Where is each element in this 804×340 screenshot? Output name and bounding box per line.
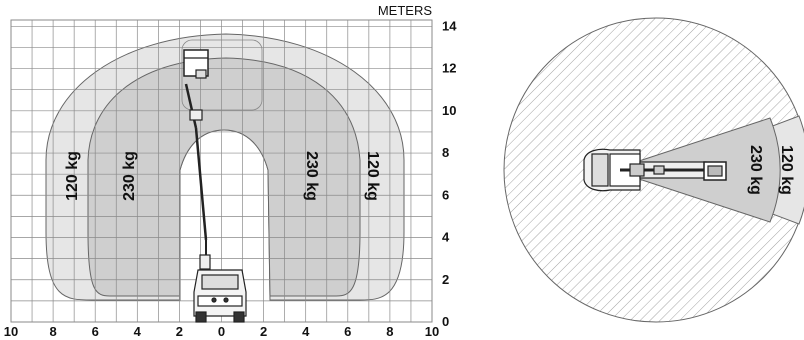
y-tick-label: 10 xyxy=(442,103,456,118)
x-tick-label: 2 xyxy=(260,324,267,339)
y-tick-label: 2 xyxy=(442,272,449,287)
aerial-platform-truck xyxy=(183,49,247,323)
side-left-outer-label: 120 kg xyxy=(64,151,81,201)
side-right-outer-label: 120 kg xyxy=(364,151,381,201)
top-view-diagram: 230 kg 120 kg xyxy=(503,17,804,323)
y-tick-label: 12 xyxy=(442,61,456,76)
x-tick-label: 8 xyxy=(49,324,56,339)
x-tick-label: 6 xyxy=(92,324,99,339)
y-tick-label: 4 xyxy=(442,230,450,245)
y-tick-label: 6 xyxy=(442,187,449,202)
y-axis-ticks: 0 2 4 6 8 10 12 14 xyxy=(442,18,457,329)
side-right-inner-label: 230 kg xyxy=(303,151,320,201)
x-tick-label: 4 xyxy=(302,324,310,339)
basket-zone-outline xyxy=(181,39,263,111)
x-tick-label: 10 xyxy=(4,324,18,339)
x-tick-label: 8 xyxy=(386,324,393,339)
y-tick-label: 0 xyxy=(442,314,449,329)
top-outer-zone-label: 120 kg xyxy=(778,145,795,195)
side-view-diagram: 120 kg 230 kg 230 kg 120 kg METERS 10 8 6 4… xyxy=(4,3,457,339)
grid-frame xyxy=(10,19,433,323)
x-tick-label: 10 xyxy=(425,324,439,339)
y-tick-label: 8 xyxy=(442,145,449,160)
x-tick-label: 2 xyxy=(176,324,183,339)
side-left-inner-label: 230 kg xyxy=(121,151,138,201)
axis-unit-label: METERS xyxy=(378,3,433,18)
meter-grid xyxy=(11,20,432,322)
x-tick-label: 0 xyxy=(218,324,225,339)
x-tick-label: 6 xyxy=(344,324,351,339)
x-tick-label: 4 xyxy=(134,324,142,339)
x-axis-ticks: 10 8 6 4 2 0 2 4 6 8 10 xyxy=(4,324,439,339)
truck-top-view xyxy=(583,148,727,192)
top-inner-zone-label: 230 kg xyxy=(747,145,764,195)
y-tick-label: 14 xyxy=(442,18,457,33)
